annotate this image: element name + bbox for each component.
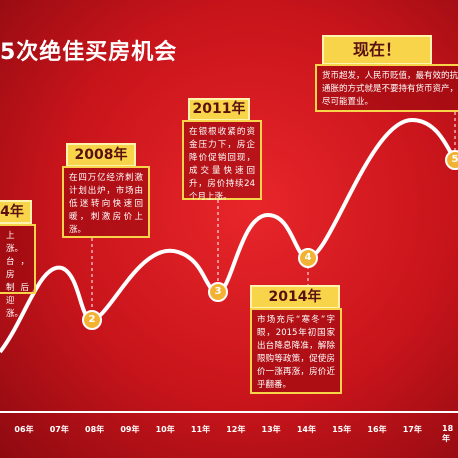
- title: 5次绝佳买房机会: [0, 40, 178, 65]
- axis-label: 16年: [367, 425, 387, 434]
- box-text: 在银根收紧的资金压力下，房企降价促销回现，成交量快速回升，房价持续24个月上涨。: [182, 120, 262, 202]
- box-label: 现在！: [322, 35, 432, 65]
- axis-label: 18年: [442, 424, 454, 443]
- axis-label: 09年: [120, 425, 140, 434]
- marker: 4: [298, 248, 318, 268]
- box-text: 市场充斥“寒冬”字眼，2015年初国家出台降息降准，解除限购等政策，促使房价一涨…: [250, 308, 342, 394]
- text-line: 涨。: [6, 309, 24, 319]
- box-label: 2011年: [188, 98, 250, 121]
- text-line: 台，房: [6, 257, 29, 280]
- marker: 3: [208, 282, 228, 302]
- axis-label: 14年: [296, 425, 316, 434]
- text-line: 制后迎: [6, 283, 29, 306]
- axis-label: 15年: [332, 425, 352, 434]
- axis-label: 12年: [226, 425, 246, 434]
- connectors: [91, 112, 456, 312]
- box-label: 2014年: [250, 285, 340, 309]
- box-label: 2008年: [66, 143, 136, 167]
- box-text: 货币超发，人民币贬值，最有效的抗通胀的方式就是不要持有货币资产，尽可能置业。: [315, 64, 458, 112]
- marker: 2: [82, 310, 102, 330]
- axis-label: 08年: [85, 425, 105, 434]
- box-text: 在四万亿经济刺激计划出炉，市场由低迷转向快速回暖，刺激房价上涨。: [62, 166, 150, 238]
- text-line: 上涨。: [6, 231, 24, 254]
- axis-label: 11年: [190, 425, 211, 434]
- axis-label: 13年: [261, 425, 281, 434]
- axis-label: 10年: [155, 425, 175, 434]
- marker: 5: [445, 150, 458, 170]
- box-label: 4年: [0, 200, 32, 224]
- axis-label: 07年: [49, 425, 69, 434]
- axis-label: 06年: [14, 425, 34, 434]
- box-text: 上涨。 台，房 制后迎 涨。: [0, 224, 36, 319]
- axis-label: 17年: [402, 425, 422, 434]
